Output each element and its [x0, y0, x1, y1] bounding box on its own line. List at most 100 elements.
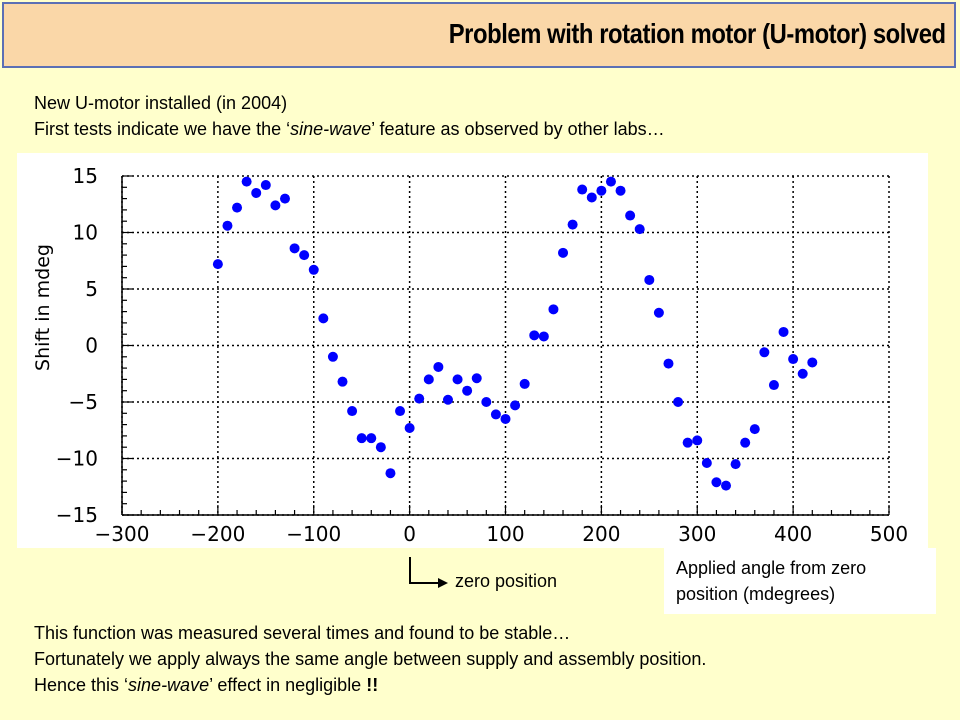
- x-tick-label: −200: [190, 522, 245, 546]
- intro-line-2: First tests indicate we have the ‘sine-w…: [34, 116, 665, 142]
- outro-line-1: This function was measured several times…: [34, 623, 571, 643]
- x-tick-label: 200: [582, 522, 620, 546]
- data-point: [375, 442, 386, 453]
- data-point: [615, 185, 626, 196]
- data-point: [452, 374, 463, 385]
- data-point: [279, 193, 290, 204]
- data-point: [749, 424, 760, 435]
- data-point: [634, 224, 645, 235]
- data-point: [232, 202, 243, 213]
- data-point: [807, 357, 818, 368]
- annotation-line-1: Applied angle from zero: [676, 558, 867, 578]
- y-axis-title: Shift in mdeg: [32, 244, 54, 371]
- zero-position-arrow: [409, 557, 448, 588]
- data-point: [577, 184, 588, 195]
- data-point: [510, 400, 521, 411]
- outro-text: This function was measured several times…: [34, 620, 706, 698]
- data-point: [596, 185, 607, 196]
- y-tick-label: 5: [85, 277, 98, 301]
- data-point: [337, 376, 348, 387]
- data-point: [490, 409, 501, 420]
- data-point: [692, 435, 703, 446]
- data-point: [212, 259, 223, 270]
- data-point: [653, 307, 664, 318]
- y-tick-label: 0: [85, 334, 98, 358]
- data-point: [701, 458, 712, 469]
- intro-line-2-end: ’ feature as observed by other labs…: [371, 119, 665, 139]
- data-point: [625, 210, 636, 221]
- x-tick-label: 100: [486, 522, 524, 546]
- data-point: [442, 394, 453, 405]
- x-tick-label: 400: [774, 522, 812, 546]
- data-point: [768, 380, 779, 391]
- data-point: [433, 361, 444, 372]
- data-point: [260, 180, 271, 191]
- data-point: [289, 243, 300, 254]
- data-point: [404, 422, 415, 433]
- data-point: [423, 374, 434, 385]
- data-point: [663, 358, 674, 369]
- data-point: [673, 397, 684, 407]
- data-point: [567, 219, 578, 230]
- data-point: [471, 373, 482, 384]
- intro-line-2-start: First tests indicate we have the ‘: [34, 119, 291, 139]
- title-bar: Problem with rotation motor (U-motor) so…: [2, 2, 956, 68]
- data-point: [740, 437, 751, 448]
- data-point: [788, 354, 799, 365]
- data-point: [270, 200, 281, 211]
- data-point: [356, 433, 367, 444]
- data-point: [366, 433, 377, 444]
- y-tick-label: 15: [73, 164, 98, 188]
- data-point: [586, 192, 597, 203]
- data-point: [299, 250, 310, 261]
- data-point: [241, 176, 252, 187]
- x-tick-label: −300: [95, 522, 150, 546]
- data-point: [759, 347, 770, 358]
- outro-line-3: Hence this ‘sine-wave’ effect in negligi…: [34, 672, 706, 698]
- data-point: [558, 247, 569, 258]
- data-point: [414, 393, 425, 404]
- x-tick-label: −100: [286, 522, 341, 546]
- x-tick-label: 500: [870, 522, 908, 546]
- data-point: [644, 274, 655, 285]
- data-point: [222, 220, 233, 231]
- y-tick-label: −15: [56, 503, 98, 527]
- data-point: [548, 304, 559, 315]
- y-tick-label: −10: [56, 447, 98, 471]
- data-point: [538, 331, 549, 342]
- annotation-box: [664, 548, 936, 614]
- data-point: [462, 385, 473, 396]
- data-point: [251, 187, 262, 198]
- y-tick-label: 10: [73, 221, 98, 245]
- data-point: [308, 264, 319, 275]
- data-point: [711, 477, 722, 488]
- data-point: [730, 459, 741, 470]
- intro-text: New U-motor installed (in 2004) First te…: [34, 90, 665, 142]
- data-point: [500, 413, 511, 424]
- data-point: [682, 437, 693, 448]
- x-axis-annotation: Applied angle from zero position (mdegre…: [676, 555, 866, 607]
- x-tick-label: 300: [678, 522, 716, 546]
- data-point: [395, 406, 406, 417]
- y-tick-label: −5: [69, 390, 98, 414]
- data-point: [778, 326, 789, 337]
- intro-line-2-emphasis: sine-wave: [290, 119, 372, 139]
- data-point: [327, 351, 338, 362]
- slide-title: Problem with rotation motor (U-motor) so…: [449, 18, 946, 49]
- outro-line-3-emphasis: sine-wave: [128, 675, 210, 695]
- data-point: [385, 468, 396, 479]
- data-point: [605, 176, 616, 187]
- data-point: [529, 330, 540, 341]
- scatter-chart: −300 −200 −100 0 100 200 300 400 500 −15 −10 −5 0 5 10…: [32, 164, 908, 546]
- data-point: [347, 406, 358, 417]
- data-point: [721, 480, 732, 491]
- data-point: [481, 397, 492, 407]
- outro-line-3-end: ’ effect in negligible: [209, 675, 367, 695]
- outro-line-3-exclaim: !!: [366, 675, 379, 695]
- zero-position-label: zero position: [455, 571, 558, 591]
- plot-area: −300 −200 −100 0 100 200 300 400 500 −15 −10 −5 0 5 10…: [17, 153, 928, 548]
- outro-line-3-start: Hence this ‘: [34, 675, 129, 695]
- data-point: [797, 368, 808, 379]
- data-point: [519, 378, 530, 389]
- annotation-line-2: position (mdegrees): [676, 584, 836, 604]
